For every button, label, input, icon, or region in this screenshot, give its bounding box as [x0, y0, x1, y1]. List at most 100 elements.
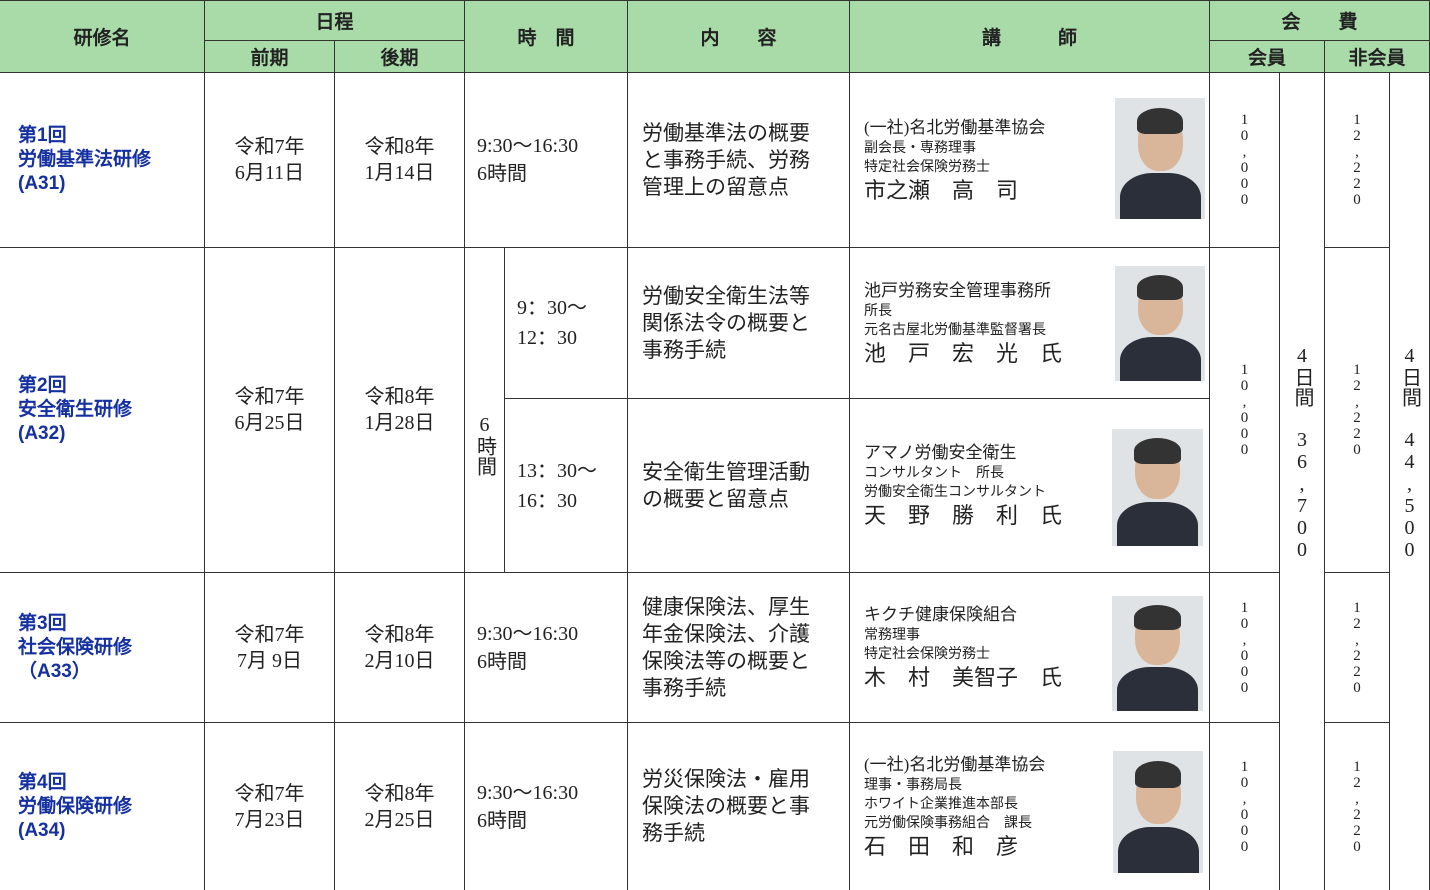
- course-number: 第3回: [18, 612, 67, 634]
- course-cell: 第4回 労働保険研修 (A34): [0, 723, 205, 890]
- photo-bg: [1117, 826, 1199, 873]
- course-number: 第2回: [18, 375, 67, 396]
- header-text: 会 費: [1281, 12, 1358, 33]
- course-code: （A33）: [18, 660, 91, 682]
- lecturer-title: 労働安全衛生コンサルタント: [864, 485, 1046, 500]
- total-cell: 4日間 44,500: [1390, 73, 1430, 890]
- course-title: 安全衛生研修: [18, 399, 133, 420]
- header-cell: 内 容: [628, 1, 850, 73]
- fee-cell: 12,220: [1325, 723, 1390, 890]
- photo-hair: [1136, 107, 1184, 135]
- date-text: 令和8年: [364, 136, 435, 158]
- photo-bg: [1119, 337, 1201, 381]
- lecturer-title: 所長: [864, 303, 892, 319]
- lecturer-cell: キクチ健康保険組合 常務理事 特定社会保険労務士木 村 美智子 氏: [850, 573, 1210, 723]
- course-title: 労働保険研修: [18, 795, 133, 817]
- fee-text: 12,220: [1349, 758, 1365, 855]
- total-cell: 4日間 36,700: [1280, 73, 1325, 890]
- photo: [1113, 751, 1203, 873]
- fee-text: 10,000: [1236, 599, 1253, 696]
- time-start: 9：30～: [517, 297, 587, 319]
- course-code: (A31): [18, 173, 66, 194]
- time-range: 9:30～16:30: [477, 622, 579, 645]
- content-text: 安全衛生管理活動の概要と留意点: [642, 459, 810, 511]
- fee-cell: 12,220: [1325, 73, 1390, 248]
- time-cell: 9:30～16:30 6時間: [465, 723, 628, 890]
- time-cell: 13：30～ 16：30: [505, 399, 628, 573]
- content-text: 健康保険法、厚生年金保険法、介護保険法等の概要と事務手続: [642, 594, 810, 700]
- content-cell: 安全衛生管理活動の概要と留意点: [628, 399, 850, 573]
- lecturer-name: 石 田 和 彦: [864, 833, 1019, 859]
- date-cell: 令和8年 2月25日: [335, 723, 465, 890]
- photo-hair: [1133, 438, 1182, 465]
- date-text: 令和7年: [234, 623, 305, 646]
- lecturer-title: 池戸労務安全管理事務所: [864, 280, 1051, 300]
- fee-cell: 12,220: [1325, 248, 1390, 573]
- header-cell: 日程: [205, 1, 465, 41]
- date-text: 7月 9日: [237, 649, 302, 672]
- duration-text: 6時間: [473, 414, 496, 476]
- fee-cell: 12,220: [1325, 573, 1390, 723]
- photo-hair: [1136, 275, 1184, 301]
- lecturer-title: (一社)名北労働基準協会: [864, 117, 1046, 137]
- fee-text: 10,000: [1236, 758, 1253, 855]
- course-cell: 第1回 労働基準法研修 (A31): [0, 73, 205, 248]
- total-days: 4日間: [1291, 345, 1313, 407]
- lecturer-cell: (一社)名北労働基準協会 理事・事務局長 ホワイト企業推進本部長 元労働保険事務組合 …: [850, 723, 1210, 890]
- lecturer-name: 池 戸 宏 光 氏: [864, 340, 1063, 366]
- fee-text: 10,000: [1236, 112, 1253, 208]
- date-text: 令和7年: [234, 386, 305, 408]
- time-duration: 6時間: [477, 163, 527, 185]
- header-text: 時 間: [517, 28, 575, 49]
- header-cell: 会 費: [1210, 1, 1430, 41]
- date-text: 令和7年: [234, 136, 305, 158]
- time-start: 13：30～: [517, 459, 597, 482]
- lecturer-name: 市之瀬 高 司: [864, 177, 1019, 203]
- lecturer-title: 元労働保険事務組合 課長: [864, 815, 1032, 831]
- content-text: 労働安全衛生法等関係法令の概要と事務手続: [642, 283, 810, 362]
- header-text: 会員: [1247, 48, 1286, 69]
- header-cell: 時 間: [465, 1, 628, 73]
- date-cell: 令和7年 6月25日: [205, 248, 335, 573]
- lecturer-title: コンサルタント 所長: [864, 466, 1004, 481]
- content-text: 労災保険法・雇用保険法の概要と事務手続: [642, 767, 810, 845]
- time-duration: 6時間: [477, 809, 527, 832]
- lecturer-cell: 池戸労務安全管理事務所 所長 元名古屋北労働基準監督署長池 戸 宏 光 氏: [850, 248, 1210, 399]
- date-text: 令和8年: [364, 623, 435, 646]
- header-text: 前期: [250, 48, 289, 69]
- fee-text: 10,000: [1236, 362, 1253, 458]
- header-cell: 非会員: [1325, 41, 1430, 73]
- photo-bg: [1116, 667, 1199, 711]
- content-cell: 労災保険法・雇用保険法の概要と事務手続: [628, 723, 850, 890]
- fee-cell: 10,000: [1210, 73, 1280, 248]
- photo-hair: [1133, 605, 1182, 631]
- lecturer-cell: アマノ労働安全衛生 コンサルタント 所長 労働安全衛生コンサルタント天 野 勝 利 …: [850, 399, 1210, 573]
- time-end: 16：30: [517, 489, 577, 512]
- time-duration: 6時間: [477, 650, 527, 673]
- content-cell: 労働基準法の概要と事務手続、労務管理上の留意点: [628, 73, 850, 248]
- time-range: 9:30～16:30: [477, 135, 579, 157]
- date-text: 令和8年: [364, 782, 435, 805]
- time-cell: 9:30～16:30 6時間: [465, 73, 628, 248]
- header-text: 後期: [380, 48, 419, 69]
- time-range: 9:30～16:30: [477, 781, 579, 804]
- date-text: 6月25日: [234, 412, 305, 434]
- course-cell: 第3回 社会保険研修 （A33）: [0, 573, 205, 723]
- lecturer-title: キクチ健康保険組合: [864, 605, 1017, 624]
- header-cell: 講 師: [850, 1, 1210, 73]
- duration-cell: 6時間: [465, 248, 505, 573]
- photo: [1112, 429, 1203, 546]
- date-text: 1月28日: [364, 412, 435, 434]
- header-cell: 会員: [1210, 41, 1325, 73]
- date-cell: 令和8年 1月28日: [335, 248, 465, 573]
- header-text: 内 容: [700, 28, 777, 49]
- lecturer-title: アマノ労働安全衛生: [864, 443, 1017, 462]
- photo: [1112, 596, 1203, 711]
- total-days: 4日間: [1398, 345, 1421, 407]
- fee-text: 12,220: [1349, 112, 1365, 208]
- fee-cell: 10,000: [1210, 248, 1280, 573]
- date-text: 2月25日: [364, 808, 435, 831]
- date-text: 2月10日: [364, 649, 435, 672]
- date-cell: 令和7年 7月23日: [205, 723, 335, 890]
